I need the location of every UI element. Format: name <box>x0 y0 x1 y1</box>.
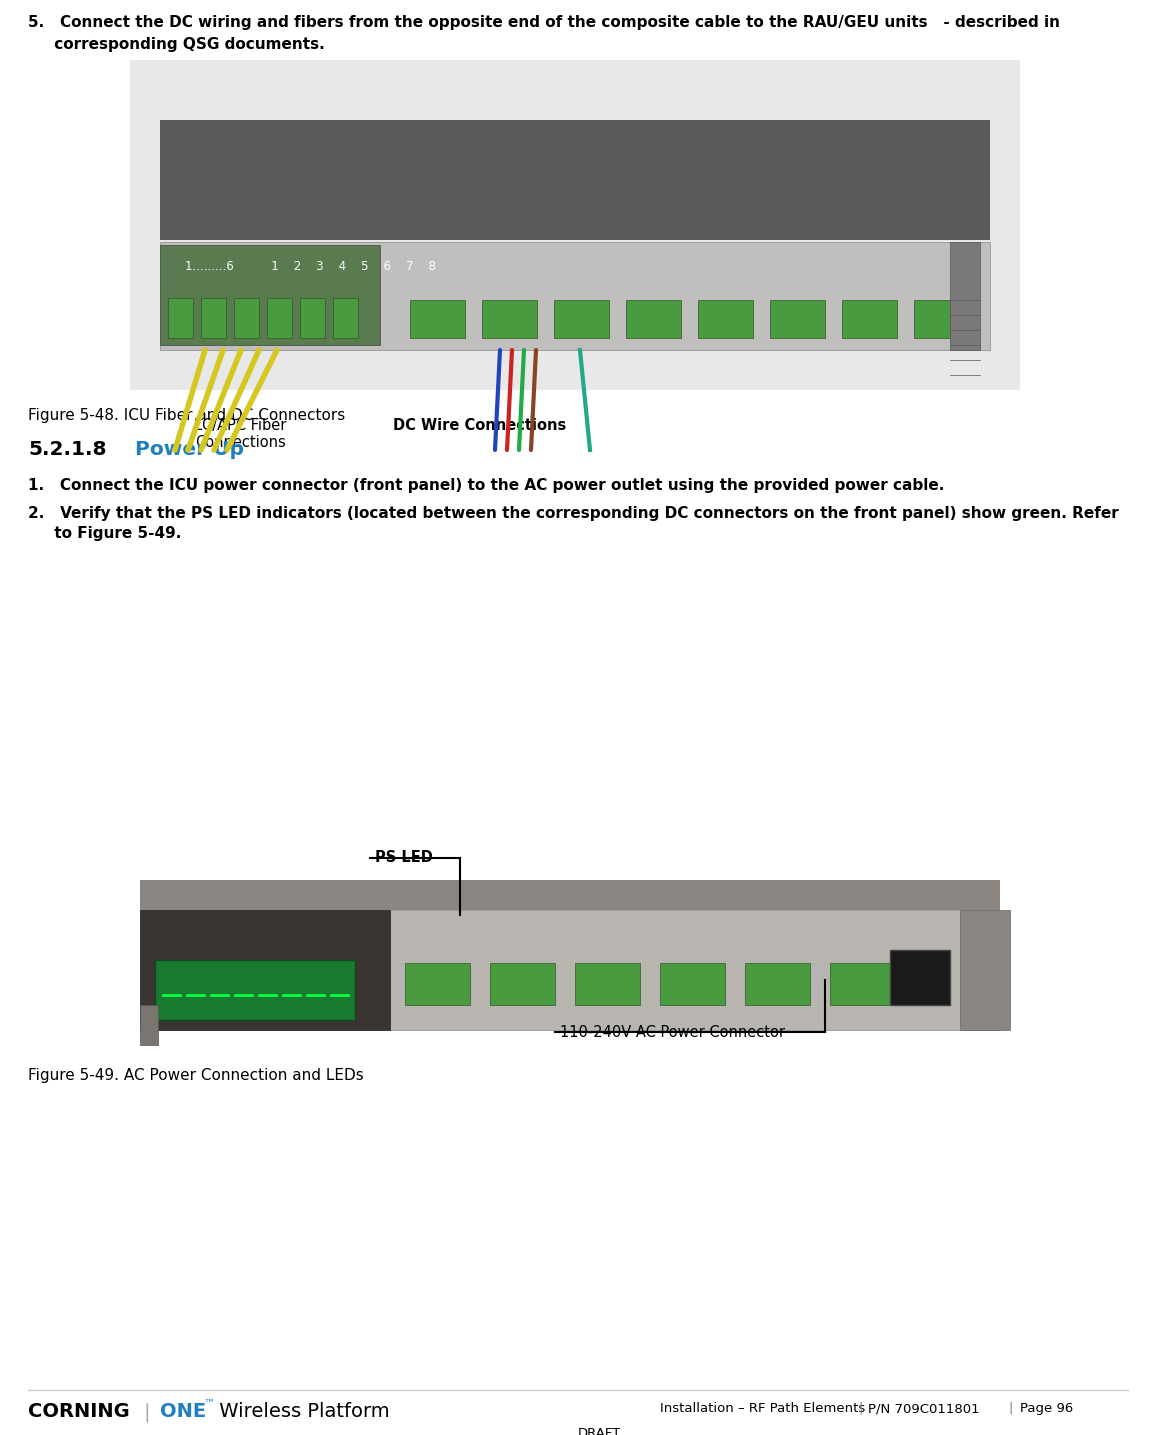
Text: 5.2.1.8: 5.2.1.8 <box>28 441 106 459</box>
FancyBboxPatch shape <box>575 963 640 1004</box>
Text: Wireless Platform: Wireless Platform <box>213 1402 390 1421</box>
FancyBboxPatch shape <box>160 121 990 240</box>
FancyBboxPatch shape <box>333 298 358 339</box>
Text: P/N 709C011801: P/N 709C011801 <box>868 1402 979 1415</box>
FancyBboxPatch shape <box>140 1004 158 1045</box>
Text: Figure 5-49. AC Power Connection and LEDs: Figure 5-49. AC Power Connection and LED… <box>28 1068 364 1083</box>
Text: |: | <box>143 1402 149 1422</box>
Text: 1.   Connect the ICU power connector (front panel) to the AC power outlet using : 1. Connect the ICU power connector (fron… <box>28 478 944 494</box>
Text: DRAFT: DRAFT <box>578 1426 621 1435</box>
Text: Installation – RF Path Elements: Installation – RF Path Elements <box>660 1402 865 1415</box>
Text: |: | <box>858 1402 862 1415</box>
FancyBboxPatch shape <box>301 298 325 339</box>
FancyBboxPatch shape <box>950 243 980 350</box>
Text: 5.   Connect the DC wiring and fibers from the opposite end of the composite cab: 5. Connect the DC wiring and fibers from… <box>28 14 1060 30</box>
FancyBboxPatch shape <box>140 910 1000 1030</box>
Text: Power Up: Power Up <box>135 441 244 459</box>
Text: 2.   Verify that the PS LED indicators (located between the corresponding DC con: 2. Verify that the PS LED indicators (lo… <box>28 507 1119 521</box>
FancyBboxPatch shape <box>201 298 227 339</box>
FancyBboxPatch shape <box>890 950 950 1004</box>
FancyBboxPatch shape <box>770 300 825 339</box>
Text: to Figure 5-49.: to Figure 5-49. <box>28 527 181 541</box>
FancyBboxPatch shape <box>914 300 969 339</box>
Text: CORNING: CORNING <box>28 1402 129 1421</box>
FancyBboxPatch shape <box>842 300 897 339</box>
Text: Connections: Connections <box>194 435 286 451</box>
Text: ONE: ONE <box>160 1402 206 1421</box>
Text: LC/APC Fiber: LC/APC Fiber <box>194 418 287 433</box>
Text: 110-240V AC Power Connector: 110-240V AC Power Connector <box>560 1025 785 1040</box>
FancyBboxPatch shape <box>160 243 990 350</box>
Text: ™: ™ <box>203 1399 214 1409</box>
FancyBboxPatch shape <box>744 963 810 1004</box>
Text: 1.........6          1    2    3    4    5    6    7    8: 1.........6 1 2 3 4 5 6 7 8 <box>185 260 436 273</box>
FancyBboxPatch shape <box>160 245 380 344</box>
FancyBboxPatch shape <box>482 300 538 339</box>
Text: |: | <box>1008 1402 1013 1415</box>
FancyBboxPatch shape <box>830 963 895 1004</box>
FancyBboxPatch shape <box>267 298 292 339</box>
Text: DC Wire Connections: DC Wire Connections <box>393 418 566 433</box>
FancyBboxPatch shape <box>140 910 390 1030</box>
FancyBboxPatch shape <box>410 300 465 339</box>
FancyBboxPatch shape <box>405 963 470 1004</box>
FancyBboxPatch shape <box>140 880 1000 910</box>
FancyBboxPatch shape <box>234 298 259 339</box>
FancyBboxPatch shape <box>554 300 609 339</box>
Text: Page 96: Page 96 <box>1020 1402 1073 1415</box>
FancyBboxPatch shape <box>959 910 1010 1030</box>
FancyBboxPatch shape <box>660 963 725 1004</box>
FancyBboxPatch shape <box>698 300 753 339</box>
Bar <box>129 60 1020 390</box>
Bar <box>129 829 1020 1050</box>
FancyBboxPatch shape <box>627 300 681 339</box>
FancyBboxPatch shape <box>155 960 355 1020</box>
Text: PS LED: PS LED <box>375 850 432 865</box>
FancyBboxPatch shape <box>168 298 193 339</box>
Text: Figure 5-48. ICU Fiber and DC Connectors: Figure 5-48. ICU Fiber and DC Connectors <box>28 408 346 423</box>
FancyBboxPatch shape <box>490 963 555 1004</box>
Text: corresponding QSG documents.: corresponding QSG documents. <box>28 37 325 52</box>
